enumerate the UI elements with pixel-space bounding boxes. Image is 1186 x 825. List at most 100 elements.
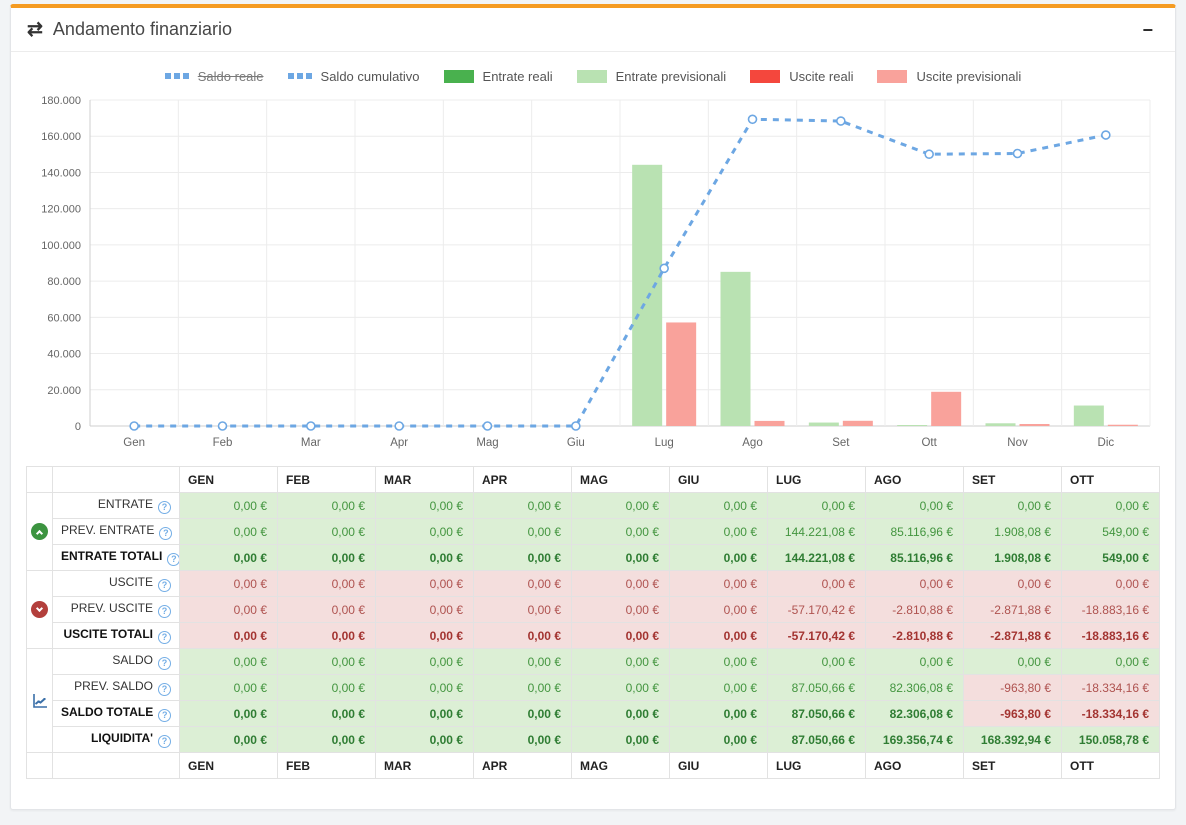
table-cell: 0,00 €	[375, 726, 474, 753]
group-icon-cell	[26, 648, 53, 753]
finance-table: GEN FEB MAR APR MAG GIU LUG AGO SET OTT ENTRATE? 0…	[26, 466, 1160, 779]
month-column-header: MAR	[375, 466, 474, 493]
table-cell: 0,00 €	[179, 622, 278, 649]
table-cell: 0,00 €	[571, 544, 670, 571]
table-cell: 0,00 €	[375, 518, 474, 545]
svg-text:120.000: 120.000	[41, 204, 81, 216]
legend-item[interactable]: Uscite reali	[750, 69, 853, 84]
collapse-button[interactable]: −	[1136, 19, 1159, 41]
table-cell: 0,00 €	[375, 570, 474, 597]
table-cell: 0,00 €	[669, 726, 768, 753]
table-cell: 0,00 €	[571, 596, 670, 623]
legend-swatch	[576, 69, 607, 83]
footer-month-label: OTT	[1061, 752, 1160, 779]
legend-item[interactable]: Saldo cumulativo	[287, 68, 420, 84]
table-cell: 0,00 €	[1061, 570, 1160, 597]
table-cell: 0,00 €	[375, 492, 474, 519]
svg-text:Mag: Mag	[476, 437, 498, 449]
help-icon[interactable]: ?	[167, 552, 179, 566]
legend-label: Entrate reali	[482, 68, 553, 84]
footer-month-label: FEB	[277, 752, 376, 779]
row-label: SALDO	[112, 653, 153, 668]
row-label-cell: SALDO?	[52, 648, 180, 675]
table-cell: 0,00 €	[473, 518, 572, 545]
legend-label: Entrate previsionali	[615, 68, 727, 84]
table-cell: 0,00 €	[963, 648, 1062, 675]
table-cell: 0,00 €	[571, 700, 670, 727]
table-row: SALDO TOTALE? 0,00 €0,00 €0,00 €0,00 €0,0…	[27, 700, 1160, 727]
table-cell: 0,00 €	[571, 492, 670, 519]
table-cell: 0,00 €	[179, 648, 278, 675]
legend-label: Saldo reale	[197, 68, 264, 84]
spacer-cell	[52, 466, 180, 493]
table-cell: 549,00 €	[1061, 544, 1160, 571]
footer-month-label: GIU	[669, 752, 768, 779]
month-column-header: GEN	[179, 466, 278, 493]
table-cell: -57.170,42 €	[767, 622, 866, 649]
table-cell: 0,00 €	[963, 570, 1062, 597]
row-label: ENTRATE TOTALI	[61, 549, 163, 564]
legend-label: Saldo cumulativo	[320, 68, 420, 84]
table-cell: 169.356,74 €	[865, 726, 964, 753]
legend-item[interactable]: Saldo reale	[164, 68, 264, 84]
table-cell: 0,00 €	[669, 570, 768, 597]
help-icon[interactable]: ?	[158, 630, 171, 644]
help-icon[interactable]: ?	[158, 500, 171, 514]
table-cell: 85.116,96 €	[865, 518, 964, 545]
month-column-header: AGO	[865, 466, 964, 493]
svg-text:60.000: 60.000	[47, 312, 81, 324]
legend-item[interactable]: Entrate previsionali	[576, 68, 727, 84]
group-icon-cell	[26, 492, 53, 571]
table-cell: 87.050,66 €	[767, 674, 866, 701]
help-icon[interactable]: ?	[159, 526, 173, 540]
legend-item[interactable]: Entrate reali	[443, 68, 553, 84]
row-label-cell: ENTRATE?	[52, 492, 180, 519]
row-label: USCITE TOTALI	[63, 627, 153, 642]
table-cell: 0,00 €	[473, 544, 572, 571]
svg-text:0: 0	[75, 421, 81, 433]
table-cell: -2.810,88 €	[865, 596, 964, 623]
table-row: SALDO? 0,00 €0,00 €0,00 €0,00 €0,00 €0,00…	[26, 648, 1160, 753]
table-cell: 0,00 €	[277, 648, 376, 675]
table-cell: 0,00 €	[767, 648, 866, 675]
month-column-header: LUG	[767, 466, 866, 493]
table-cell: 0,00 €	[473, 570, 572, 597]
table-cell: -18.334,16 €	[1061, 700, 1160, 727]
table-cell: 0,00 €	[669, 544, 768, 571]
table-cell: 0,00 €	[571, 674, 670, 701]
help-icon[interactable]: ?	[158, 656, 171, 670]
table-cell: 0,00 €	[473, 674, 572, 701]
finance-chart: 0 20.000 40.000 60.000 80.000 100.000 120.000 1…	[41, 95, 1151, 449]
table-cell: 0,00 €	[669, 518, 768, 545]
svg-text:Set: Set	[832, 437, 850, 449]
help-icon[interactable]: ?	[158, 734, 171, 748]
month-column-header: SET	[963, 466, 1062, 493]
help-icon[interactable]: ?	[158, 682, 171, 696]
circle-down-icon	[31, 601, 48, 618]
table-cell: 0,00 €	[375, 596, 474, 623]
circle-up-icon	[31, 523, 48, 540]
page: { "colors": { "accent": "#f59b22", "sald…	[0, 4, 1186, 825]
help-icon[interactable]: ?	[158, 604, 171, 618]
table-cell: -18.883,16 €	[1061, 596, 1160, 623]
help-icon[interactable]: ?	[158, 708, 172, 722]
table-cell: 87.050,66 €	[767, 726, 866, 753]
table-cell: 85.116,96 €	[865, 544, 964, 571]
help-icon[interactable]: ?	[158, 578, 171, 592]
row-label-cell: PREV. ENTRATE?	[52, 518, 180, 545]
widget-header: ⇄ Andamento finanziario −	[11, 8, 1175, 52]
table-cell: 1.908,08 €	[963, 518, 1062, 545]
table-cell: 0,00 €	[375, 622, 474, 649]
table-cell: 87.050,66 €	[767, 700, 866, 727]
legend-item[interactable]: Uscite previsionali	[877, 69, 1021, 84]
row-label: LIQUIDITA'	[91, 731, 153, 746]
table-cell: 0,00 €	[571, 648, 670, 675]
table-cell: 0,00 €	[669, 700, 768, 727]
row-label-cell: USCITE?	[52, 570, 180, 597]
month-column-header: GIU	[669, 466, 768, 493]
table-cell: 0,00 €	[375, 544, 474, 571]
table-cell: 0,00 €	[179, 570, 278, 597]
table-cell: 0,00 €	[277, 518, 376, 545]
table-cell: 0,00 €	[277, 700, 376, 727]
svg-text:Giu: Giu	[567, 437, 585, 449]
